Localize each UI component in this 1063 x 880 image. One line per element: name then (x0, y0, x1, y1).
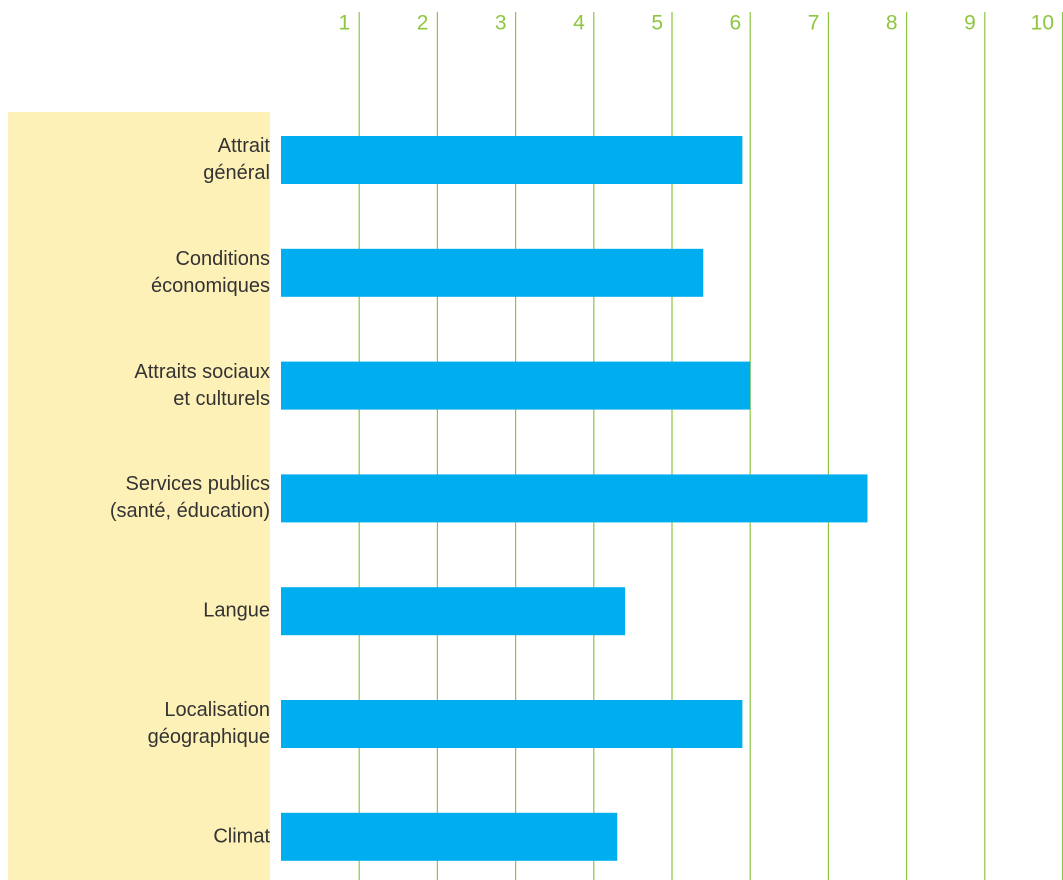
bar (281, 474, 868, 523)
x-tick-label: 10 (1031, 12, 1054, 35)
label-panel (8, 112, 270, 880)
x-tick-label: 6 (730, 12, 742, 35)
x-tick-label: 9 (964, 12, 976, 35)
x-tick-label: 8 (886, 12, 898, 35)
category-label: Localisation géographique (147, 699, 270, 748)
x-tick-label: 2 (417, 12, 429, 35)
x-tick-label: 4 (573, 12, 585, 35)
category-label: Services publics (santé, éducation) (109, 473, 270, 523)
x-tick-label: 1 (339, 12, 351, 35)
x-tick-label: 5 (651, 12, 663, 35)
category-label: Attrait général (203, 135, 270, 184)
bar (281, 812, 618, 861)
x-tick-label: 7 (808, 12, 820, 35)
category-label: Langue (203, 599, 270, 622)
x-tick-label: 3 (495, 12, 507, 35)
bar (281, 248, 704, 297)
bar (281, 587, 626, 636)
category-label: Climat (213, 825, 270, 848)
bar (281, 136, 743, 184)
bar (281, 361, 751, 410)
bar (281, 700, 743, 748)
category-label: Attraits sociaux et culturels (134, 360, 270, 410)
category-label: Conditions économiques (151, 247, 270, 297)
